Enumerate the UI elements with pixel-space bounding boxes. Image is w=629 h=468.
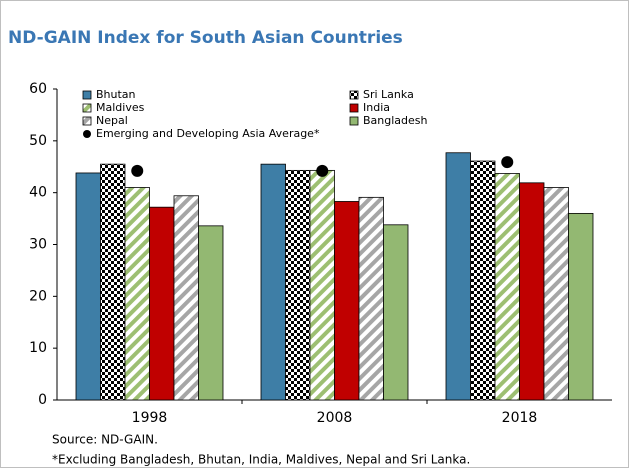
bar — [334, 201, 360, 401]
y-tick-label: 20 — [29, 288, 47, 304]
bar — [494, 173, 520, 401]
bar — [75, 172, 101, 401]
y-tick-label: 10 — [29, 340, 47, 356]
x-tick-label: 1998 — [132, 410, 168, 426]
bar — [285, 169, 311, 401]
legend-label: Emerging and Developing Asia Average* — [96, 127, 320, 140]
legend-swatch — [82, 103, 92, 113]
legend-swatch — [82, 90, 92, 100]
legend-label: India — [363, 101, 390, 114]
legend-swatch — [349, 103, 359, 113]
y-tick-label: 30 — [29, 237, 47, 253]
legend-label: Nepal — [96, 114, 128, 127]
bar — [100, 163, 126, 401]
average-dot — [501, 156, 514, 169]
bar — [543, 187, 569, 401]
x-tick-label: 2008 — [317, 410, 353, 426]
bar — [124, 187, 150, 401]
bar — [568, 212, 594, 401]
legend-label: Sri Lanka — [363, 88, 414, 101]
bar — [198, 225, 224, 401]
bar — [173, 195, 199, 401]
legend-label: Bangladesh — [363, 114, 428, 127]
legend-swatch — [83, 130, 91, 138]
y-tick-label: 40 — [29, 185, 47, 201]
bar — [358, 196, 384, 401]
legend-swatch — [349, 90, 359, 100]
bar — [309, 169, 335, 401]
note: Source: ND-GAIN. — [52, 433, 158, 447]
y-tick-label: 50 — [29, 133, 47, 149]
y-tick-label: 0 — [38, 392, 47, 408]
x-tick-label: 2018 — [502, 410, 538, 426]
note: *Excluding Bangladesh, Bhutan, India, Ma… — [52, 453, 470, 467]
bar — [383, 224, 409, 401]
legend-swatch — [82, 116, 92, 126]
bar — [260, 163, 286, 401]
bar — [445, 152, 471, 401]
average-dot — [131, 164, 144, 177]
y-tick-label: 60 — [29, 81, 47, 97]
legend-swatch — [349, 116, 359, 126]
bar — [470, 160, 496, 401]
legend-label: Bhutan — [96, 88, 136, 101]
chart-title: ND-GAIN Index for South Asian Countries — [8, 28, 403, 48]
bar — [519, 182, 545, 401]
legend-label: Maldives — [96, 101, 145, 114]
bar — [149, 206, 175, 401]
average-dot — [316, 164, 329, 177]
